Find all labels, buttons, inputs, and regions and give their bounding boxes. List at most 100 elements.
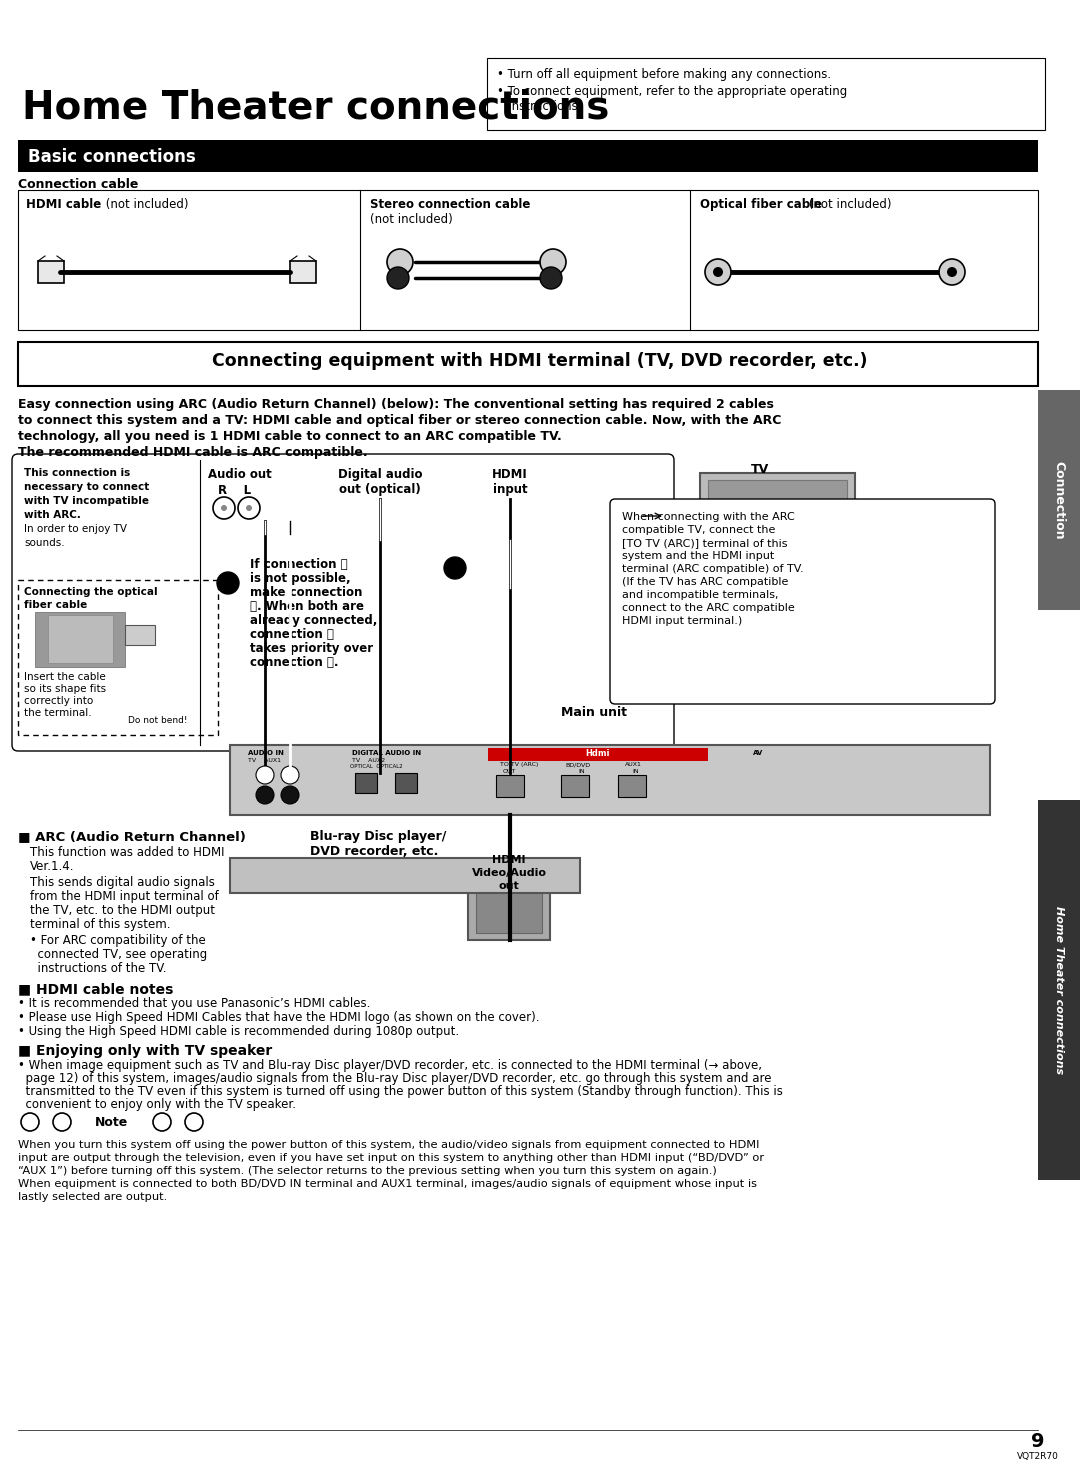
Text: “AUX 1”) before turning off this system. (The selector returns to the previous s: “AUX 1”) before turning off this system.… — [18, 1167, 717, 1175]
Text: 9: 9 — [1031, 1431, 1044, 1450]
Text: • When image equipment such as TV and Blu-ray Disc player/DVD recorder, etc. is : • When image equipment such as TV and Bl… — [18, 1059, 762, 1072]
Text: connect to the ARC compatible: connect to the ARC compatible — [622, 603, 795, 613]
Bar — [18, 190, 1038, 330]
Bar — [230, 858, 580, 893]
Text: from the HDMI input terminal of: from the HDMI input terminal of — [30, 890, 219, 903]
Bar — [488, 747, 708, 761]
Circle shape — [256, 766, 274, 784]
Bar — [708, 480, 847, 580]
Circle shape — [221, 505, 227, 510]
Text: transmitted to the TV even if this system is turned off using the power button o: transmitted to the TV even if this syste… — [18, 1086, 783, 1097]
Bar — [1038, 390, 1080, 610]
Text: terminal of this system.: terminal of this system. — [30, 918, 171, 931]
Text: • Turn off all equipment before making any connections.: • Turn off all equipment before making a… — [497, 68, 832, 81]
Text: TO TV (ARC): TO TV (ARC) — [500, 762, 538, 766]
Bar — [700, 474, 855, 588]
FancyBboxPatch shape — [12, 455, 674, 752]
Bar — [18, 140, 1038, 172]
Text: Insert the cable: Insert the cable — [24, 672, 106, 683]
Text: [TO TV (ARC)] terminal of this: [TO TV (ARC)] terminal of this — [622, 538, 787, 549]
Circle shape — [246, 505, 252, 510]
Text: TV    AUX2: TV AUX2 — [352, 758, 386, 763]
Text: • To connect equipment, refer to the appropriate operating
   instructions.: • To connect equipment, refer to the app… — [497, 85, 847, 113]
Text: correctly into: correctly into — [24, 696, 93, 706]
Text: terminal (ARC compatible) of TV.: terminal (ARC compatible) of TV. — [622, 563, 804, 574]
Text: The recommended HDMI cable is ARC compatible.: The recommended HDMI cable is ARC compat… — [18, 446, 367, 459]
Circle shape — [238, 497, 260, 519]
Text: Stereo connection cable: Stereo connection cable — [370, 199, 530, 210]
Text: This function was added to HDMI: This function was added to HDMI — [30, 846, 225, 859]
Text: necessary to connect: necessary to connect — [24, 482, 149, 491]
Bar — [245, 749, 340, 759]
Circle shape — [947, 268, 957, 277]
Text: and incompatible terminals,: and incompatible terminals, — [622, 590, 779, 600]
Circle shape — [281, 786, 299, 805]
Text: Ⓑ. When both are: Ⓑ. When both are — [249, 600, 364, 613]
Circle shape — [540, 249, 566, 275]
Circle shape — [185, 1114, 203, 1131]
Text: IN: IN — [632, 769, 638, 774]
Text: • For ARC compatibility of the: • For ARC compatibility of the — [30, 934, 206, 947]
Text: Connecting the optical: Connecting the optical — [24, 587, 158, 597]
Text: Hdmi: Hdmi — [585, 749, 610, 758]
Text: page 12) of this system, images/audio signals from the Blu-ray Disc player/DVD r: page 12) of this system, images/audio si… — [18, 1072, 771, 1086]
Circle shape — [713, 268, 723, 277]
Text: • Please use High Speed HDMI Cables that have the HDMI logo (as shown on the cov: • Please use High Speed HDMI Cables that… — [18, 1011, 540, 1024]
Text: Connection: Connection — [1053, 460, 1066, 540]
Circle shape — [213, 497, 235, 519]
Text: Basic connections: Basic connections — [28, 149, 195, 166]
Circle shape — [21, 1114, 39, 1131]
Text: Optical fiber cable: Optical fiber cable — [700, 199, 822, 210]
Bar — [18, 580, 218, 736]
Bar — [18, 341, 1038, 385]
Text: Blu-ray Disc player/: Blu-ray Disc player/ — [310, 830, 446, 843]
Text: Ver.1.4.: Ver.1.4. — [30, 861, 75, 872]
Text: Note: Note — [95, 1115, 129, 1128]
Text: TV    AUX1: TV AUX1 — [248, 758, 281, 763]
Circle shape — [387, 249, 413, 275]
Text: HDMI input terminal.): HDMI input terminal.) — [622, 616, 742, 627]
Text: IN: IN — [578, 769, 584, 774]
Text: • Using the High Speed HDMI cable is recommended during 1080p output.: • Using the High Speed HDMI cable is rec… — [18, 1025, 459, 1039]
Text: AUDIO IN: AUDIO IN — [248, 750, 284, 756]
Text: so its shape fits: so its shape fits — [24, 684, 106, 694]
Text: ■ HDMI cable notes: ■ HDMI cable notes — [18, 983, 174, 996]
Text: HDMI: HDMI — [492, 855, 526, 865]
Text: (If the TV has ARC compatible: (If the TV has ARC compatible — [622, 577, 788, 587]
Text: is not possible,: is not possible, — [249, 572, 351, 585]
Text: connected TV, see operating: connected TV, see operating — [30, 947, 207, 961]
Text: In order to enjoy TV: In order to enjoy TV — [24, 524, 127, 534]
Circle shape — [939, 259, 966, 285]
Bar — [125, 625, 156, 644]
Text: If connection Ⓐ: If connection Ⓐ — [249, 558, 348, 571]
Bar — [350, 749, 470, 759]
Bar — [476, 887, 542, 933]
Circle shape — [217, 572, 239, 594]
Text: Main unit: Main unit — [561, 706, 627, 719]
Text: fiber cable: fiber cable — [24, 600, 87, 610]
Text: BD/DVD: BD/DVD — [565, 762, 590, 766]
Text: convenient to enjoy only with the TV speaker.: convenient to enjoy only with the TV spe… — [18, 1097, 296, 1111]
Text: with TV incompatible: with TV incompatible — [24, 496, 149, 506]
Text: VQT2R70: VQT2R70 — [1017, 1452, 1058, 1461]
Text: B: B — [224, 578, 232, 588]
Bar — [291, 260, 316, 282]
Circle shape — [387, 268, 409, 288]
Text: Home Theater connections: Home Theater connections — [1054, 906, 1064, 1074]
Text: compatible TV, connect the: compatible TV, connect the — [622, 525, 775, 535]
Text: When you turn this system off using the power button of this system, the audio/v: When you turn this system off using the … — [18, 1140, 759, 1150]
Text: ■ ARC (Audio Return Channel): ■ ARC (Audio Return Channel) — [18, 830, 246, 843]
Bar — [487, 57, 1045, 129]
Text: instructions of the TV.: instructions of the TV. — [30, 962, 166, 975]
Text: TV: TV — [751, 463, 769, 477]
Text: out (optical): out (optical) — [339, 482, 421, 496]
Text: Easy connection using ARC (Audio Return Channel) (below): The conventional setti: Easy connection using ARC (Audio Return … — [18, 399, 774, 410]
Text: input: input — [492, 482, 527, 496]
Text: Connection cable: Connection cable — [18, 178, 138, 191]
Text: make connection: make connection — [249, 585, 363, 599]
Circle shape — [705, 259, 731, 285]
Text: already connected,: already connected, — [249, 613, 377, 627]
Text: input are output through the television, even if you have set input on this syst: input are output through the television,… — [18, 1153, 765, 1164]
Circle shape — [256, 786, 274, 805]
Circle shape — [281, 766, 299, 784]
